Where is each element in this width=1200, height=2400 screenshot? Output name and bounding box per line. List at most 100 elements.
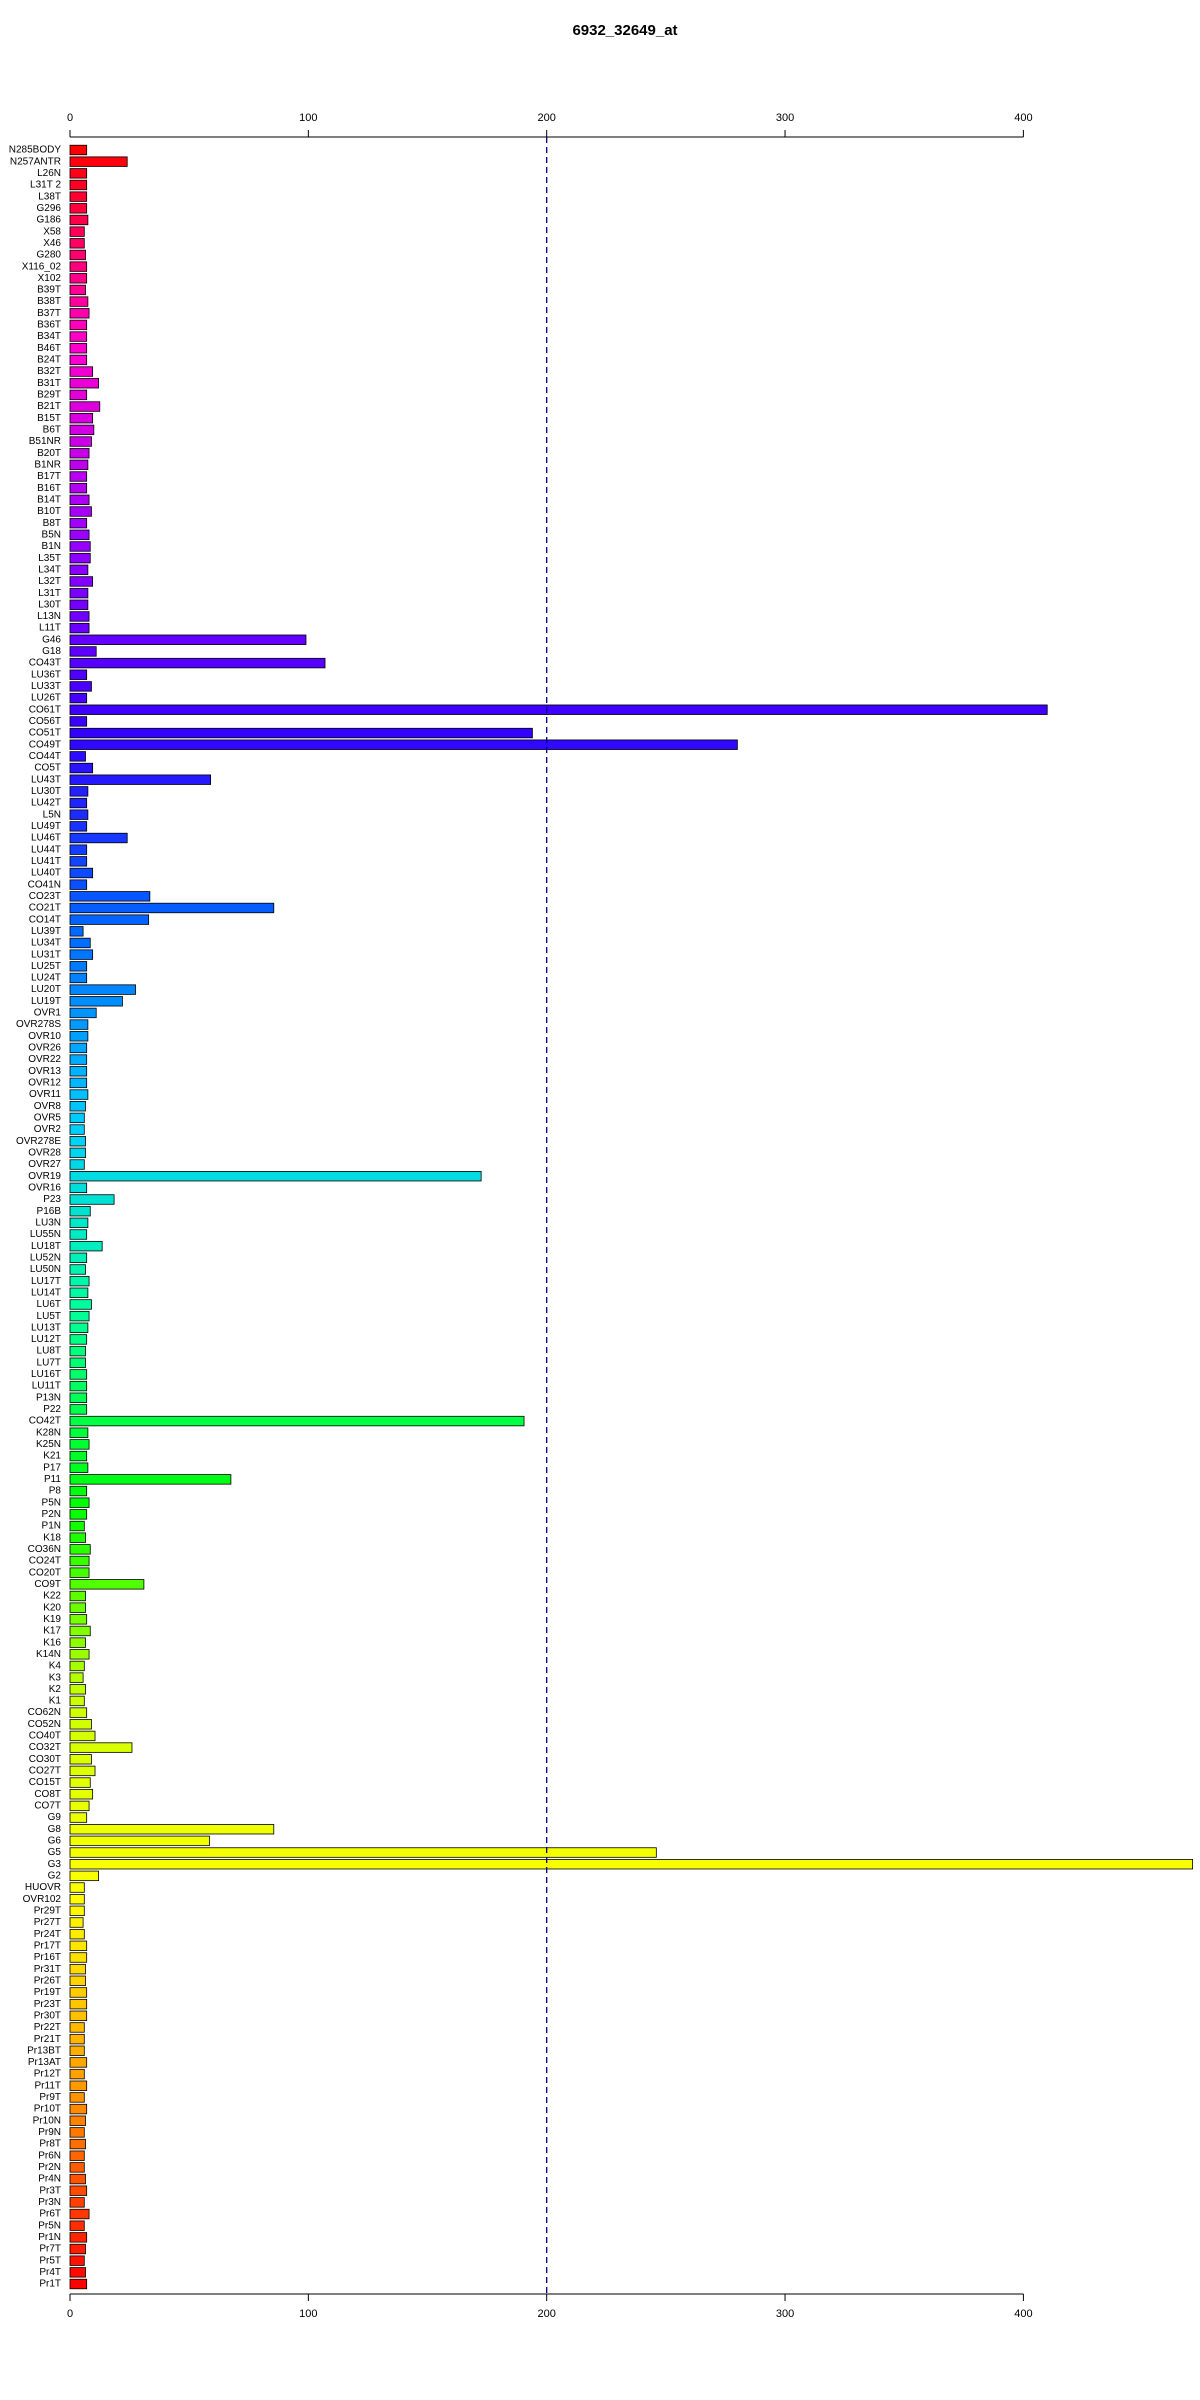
bar (69, 191, 88, 202)
bar (69, 284, 86, 296)
bar (69, 751, 86, 762)
bar (69, 366, 94, 377)
bar (69, 378, 100, 389)
bar (69, 1998, 88, 2010)
y-tick-label: X116_02 (22, 261, 62, 272)
bar (69, 2068, 85, 2080)
bar (69, 879, 88, 890)
bar (69, 1089, 89, 1100)
y-tick-label: B17T (37, 471, 61, 482)
bar (69, 2243, 86, 2255)
y-tick-label: CO51T (29, 728, 61, 739)
x-tick-label: 400 (1014, 2308, 1032, 2320)
y-tick-label: CO5T (34, 763, 61, 774)
bar (69, 1194, 115, 1205)
y-tick-label: Pr4T (39, 2267, 61, 2278)
bar (69, 891, 151, 902)
bar (69, 1917, 84, 1928)
bar (69, 809, 89, 820)
y-tick-label: Pr9T (39, 2092, 61, 2103)
y-tick-label: L13N (37, 611, 61, 622)
bar (69, 2138, 86, 2150)
y-tick-label: L11T (39, 623, 61, 634)
bar (69, 1602, 86, 1613)
bar (69, 1544, 91, 1555)
bar (69, 984, 136, 995)
y-tick-label: LU13T (31, 1322, 61, 1333)
x-tick-label: 200 (538, 2308, 556, 2320)
bar (69, 762, 94, 774)
bar (69, 2033, 85, 2045)
bar (69, 2103, 88, 2115)
y-tick-label: LU26T (31, 693, 61, 704)
y-tick-label: CO7T (34, 1801, 61, 1812)
y-tick-label: N257ANTR (10, 156, 61, 167)
bar (69, 1905, 85, 1917)
y-tick-label: K22 (43, 1591, 61, 1602)
y-tick-label: CO21T (29, 903, 61, 914)
y-tick-label: Pr7T (39, 2244, 61, 2255)
y-tick-label: K2 (49, 1684, 62, 1695)
bar (69, 1427, 89, 1438)
bar (69, 611, 90, 622)
bar (69, 949, 94, 960)
bar (69, 2232, 88, 2243)
bar (69, 1439, 90, 1450)
x-tick-label: 0 (67, 2308, 73, 2320)
y-tick-label: CO14T (29, 914, 61, 925)
y-tick-label: LU16T (31, 1369, 61, 1380)
y-tick-label: CO30T (29, 1754, 61, 1765)
bar (69, 1287, 89, 1298)
bar (69, 1637, 86, 1648)
y-tick-label: LU7T (37, 1357, 61, 1368)
bar (69, 739, 738, 750)
y-tick-label: G280 (37, 250, 62, 261)
bar (69, 1066, 88, 1077)
y-tick-label: B21T (37, 401, 61, 412)
y-tick-label: LU40T (31, 868, 61, 879)
bar (69, 389, 88, 401)
bar (69, 2010, 88, 2021)
x-tick-label: 400 (1014, 112, 1032, 124)
y-tick-label: Pr16T (34, 1952, 61, 1963)
y-tick-label: P1N (42, 1521, 61, 1532)
bar (69, 2162, 85, 2173)
y-tick-label: LU19T (31, 996, 61, 1007)
y-tick-label: LU18T (31, 1241, 61, 1252)
x-tick-label: 0 (67, 112, 73, 124)
y-tick-label: OVR16 (28, 1182, 61, 1193)
y-tick-label: Pr24T (34, 1929, 61, 1940)
bar (69, 541, 91, 552)
y-tick-label: OVR28 (28, 1148, 61, 1159)
y-tick-label: K4 (49, 1661, 62, 1672)
bar (69, 1882, 85, 1893)
y-tick-label: P13N (36, 1392, 61, 1403)
y-tick-label: Pr2N (38, 2162, 61, 2173)
bar (69, 797, 88, 809)
y-tick-label: Pr22T (34, 2022, 61, 2033)
y-tick-label: LU12T (31, 1334, 61, 1345)
y-tick-label: LU33T (31, 681, 61, 692)
bar (69, 273, 88, 284)
y-tick-label: LU8T (37, 1346, 61, 1357)
bar (69, 1835, 210, 1847)
y-tick-label: LU14T (31, 1287, 61, 1298)
bar (69, 1485, 88, 1497)
y-tick-label: OVR13 (28, 1066, 61, 1077)
y-tick-label: LU30T (31, 786, 61, 797)
y-tick-label: LU46T (31, 833, 61, 844)
y-tick-label: Pr13BT (27, 2045, 61, 2056)
y-tick-label: L35T (38, 553, 61, 564)
bar (69, 214, 89, 226)
y-tick-label: B5N (42, 529, 61, 540)
bar (69, 1171, 482, 1182)
y-tick-label: P16B (37, 1206, 62, 1217)
bar (69, 657, 326, 669)
y-tick-label: Pr23T (34, 1999, 61, 2010)
y-tick-label: B24T (37, 355, 61, 366)
y-tick-label: B46T (37, 343, 61, 354)
y-tick-label: K16 (43, 1637, 61, 1648)
y-tick-label: L34T (38, 564, 61, 575)
bar (69, 1019, 89, 1030)
